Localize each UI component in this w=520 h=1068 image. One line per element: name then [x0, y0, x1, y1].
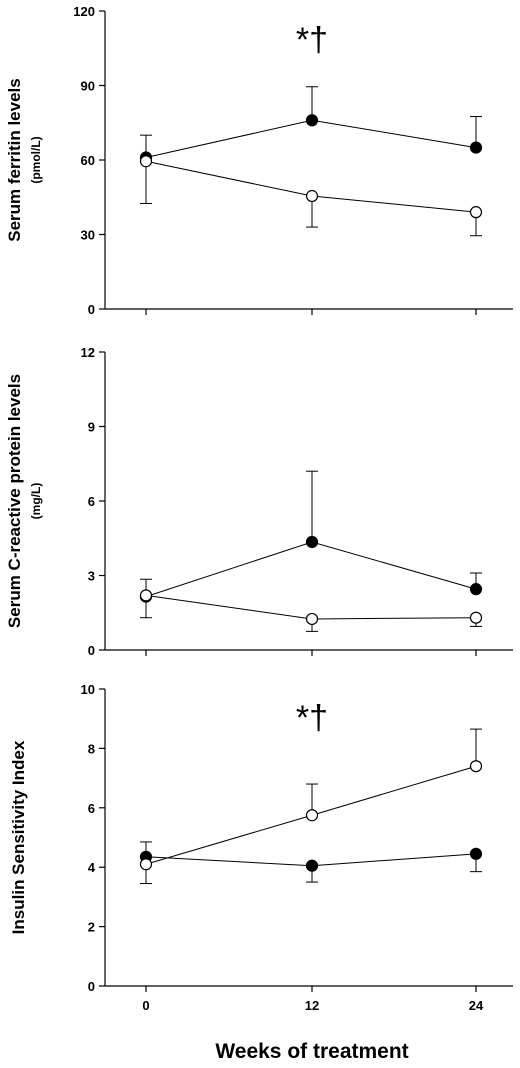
y-tick-label: 8 [88, 741, 95, 756]
y-axis-label: Insulin Sensitivity Index [9, 740, 28, 934]
y-tick-label: 30 [81, 228, 95, 243]
data-point-open [469, 206, 483, 219]
y-tick-label: 2 [88, 920, 95, 935]
data-point-open [469, 611, 483, 624]
y-tick-label: 9 [88, 420, 95, 435]
x-tick-label: 0 [142, 998, 149, 1013]
data-point-filled [469, 141, 483, 154]
chart-panel-1: 0 30 60 90 120 Serum ferritin levels (pmol/L) *… [5, 4, 513, 317]
data-point-filled [305, 114, 319, 127]
x-tick-label: 24 [469, 998, 484, 1013]
x-tick-label: 12 [305, 998, 319, 1013]
data-point-filled [305, 535, 319, 549]
data-point-open [139, 155, 153, 168]
series-line-open [145, 160, 477, 213]
y-tick-label: 60 [81, 153, 95, 168]
y-tick-label: 10 [81, 682, 95, 697]
y-axis-label: Serum ferritin levels [5, 78, 24, 241]
significance-annotation: *† [296, 699, 328, 737]
data-point-filled [469, 583, 483, 596]
data-point-open [305, 809, 319, 822]
chart-panel-2: 0 3 6 9 12 Serum C-reactive protein levels (mg… [5, 345, 513, 658]
x-axis-label: Weeks of treatment [215, 1040, 408, 1063]
data-point-filled [469, 847, 483, 860]
data-point-open [139, 589, 153, 602]
series-line-filled [145, 541, 477, 598]
data-point-open [305, 612, 319, 626]
y-axis-label: Serum C-reactive protein levels [5, 374, 24, 628]
significance-annotation: *† [296, 21, 328, 59]
y-tick-label: 0 [88, 979, 95, 994]
data-point-filled [305, 859, 319, 872]
data-point-open [469, 760, 483, 773]
data-point-open [305, 189, 319, 203]
y-tick-label: 12 [81, 345, 95, 360]
y-axis-unit: (pmol/L) [29, 136, 43, 183]
y-tick-label: 90 [81, 79, 95, 94]
y-axis-unit: (mg/L) [29, 483, 43, 520]
data-point-open [139, 858, 153, 871]
y-tick-label: 3 [88, 569, 95, 584]
y-tick-label: 6 [88, 801, 95, 816]
y-tick-label: 6 [88, 494, 95, 509]
y-tick-label: 120 [73, 4, 95, 19]
y-tick-label: 0 [88, 302, 95, 317]
y-tick-label: 0 [88, 643, 95, 658]
y-tick-label: 4 [88, 860, 96, 875]
